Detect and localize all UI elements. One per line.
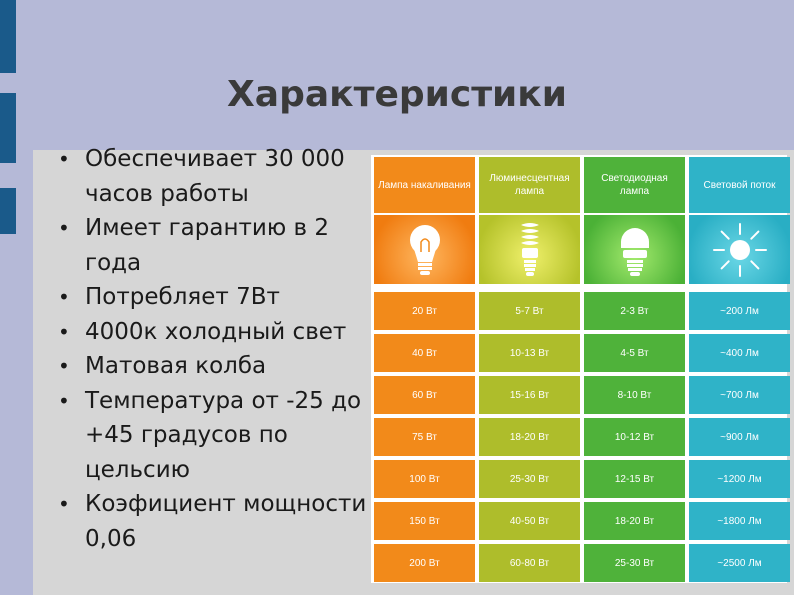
sun-icon: [689, 215, 790, 284]
table-column-fluorescent: Люминесцентная лампа 5-7 Вт 10-13 Вт 15-…: [479, 157, 580, 582]
table-column-incandescent: Лампа накаливания 20 Вт 40 Вт 60 Вт 75 В…: [374, 157, 475, 582]
led-bulb-icon: [584, 215, 685, 284]
table-cell: 12-15 Вт: [584, 460, 685, 498]
bullet-dot-icon: •: [58, 285, 70, 309]
table-cell: 5-7 Вт: [479, 292, 580, 330]
table-cell: 4-5 Вт: [584, 334, 685, 372]
bullet-item: • 4000к холодный свет: [56, 315, 376, 350]
bullet-list: • Обеспечивает 30 000 часов работы • Имеет…: [56, 142, 376, 556]
table-cell: ~1200 Лм: [689, 460, 790, 498]
table-cell: 25-30 Вт: [584, 544, 685, 582]
bullet-item: • Температура от -25 до +45 градусов по ц…: [56, 384, 376, 488]
table-cell: 200 Вт: [374, 544, 475, 582]
table-cell: 18-20 Вт: [479, 418, 580, 456]
table-cell: 25-30 Вт: [479, 460, 580, 498]
table-column-led: Светодиодная лампа 2-3 Вт 4-5 Вт 8-10 Вт…: [584, 157, 685, 582]
bullet-item: • Потребляет 7Вт: [56, 280, 376, 315]
bullet-dot-icon: •: [58, 216, 70, 240]
table-cell: 15-16 Вт: [479, 376, 580, 414]
table-header-cell: Люминесцентная лампа: [479, 157, 580, 213]
bullet-dot-icon: •: [58, 354, 70, 378]
bullet-item: • Матовая колба: [56, 349, 376, 384]
incandescent-bulb-icon: [374, 215, 475, 284]
table-cell: 18-20 Вт: [584, 502, 685, 540]
side-bar-2: [0, 93, 16, 163]
table-cell: ~200 Лм: [689, 292, 790, 330]
table-cell: ~400 Лм: [689, 334, 790, 372]
bullet-dot-icon: •: [58, 388, 70, 413]
table-cell: 100 Вт: [374, 460, 475, 498]
bullet-item: • Обеспечивает 30 000 часов работы: [56, 142, 376, 211]
table-cell: ~900 Лм: [689, 418, 790, 456]
lamp-comparison-table: Лампа накаливания 20 Вт 40 Вт 60 Вт 75 В…: [371, 155, 790, 583]
table-cell: 10-12 Вт: [584, 418, 685, 456]
table-cell: 40-50 Вт: [479, 502, 580, 540]
table-header-cell: Световой поток: [689, 157, 790, 213]
table-cell: ~1800 Лм: [689, 502, 790, 540]
bullet-item: • Имеет гарантию в 2 года: [56, 211, 376, 280]
table-cell: ~700 Лм: [689, 376, 790, 414]
bullet-dot-icon: •: [58, 492, 70, 516]
side-bar-1: [0, 0, 16, 73]
side-bar-3: [0, 188, 16, 234]
table-cell: 150 Вт: [374, 502, 475, 540]
table-column-luminous-flux: Световой поток ~20: [689, 157, 790, 582]
table-cell: 2-3 Вт: [584, 292, 685, 330]
table-cell: 60-80 Вт: [479, 544, 580, 582]
bullet-dot-icon: •: [58, 319, 70, 344]
table-cell: 8-10 Вт: [584, 376, 685, 414]
fluorescent-lamp-icon: [479, 215, 580, 284]
table-cell: 10-13 Вт: [479, 334, 580, 372]
bullet-dot-icon: •: [58, 147, 70, 171]
table-header-cell: Светодиодная лампа: [584, 157, 685, 213]
table-cell: 20 Вт: [374, 292, 475, 330]
slide-title: Характеристики: [227, 74, 567, 115]
table-cell: ~2500 Лм: [689, 544, 790, 582]
bullet-item: • Коэфициент мощности 0,06: [56, 487, 376, 556]
table-cell: 75 Вт: [374, 418, 475, 456]
table-cell: 60 Вт: [374, 376, 475, 414]
table-cell: 40 Вт: [374, 334, 475, 372]
table-header-cell: Лампа накаливания: [374, 157, 475, 213]
